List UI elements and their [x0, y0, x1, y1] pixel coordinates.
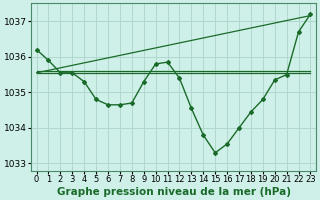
X-axis label: Graphe pression niveau de la mer (hPa): Graphe pression niveau de la mer (hPa)	[57, 187, 291, 197]
